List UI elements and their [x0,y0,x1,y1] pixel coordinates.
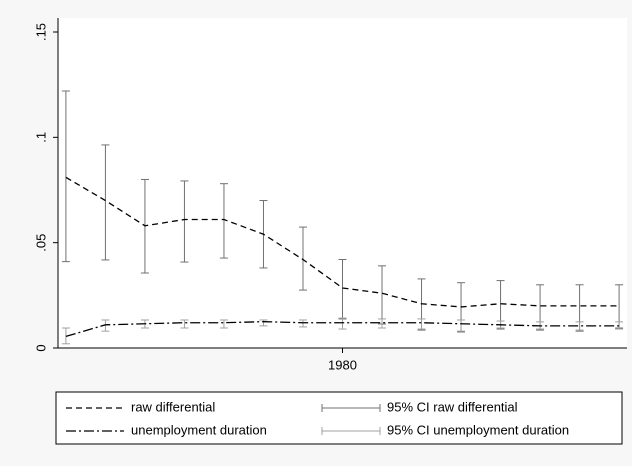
error-bar [417,318,426,330]
error-bar [457,319,466,332]
legend-box [55,391,623,445]
legend-label: 95% CI raw differential [387,399,518,414]
error-bar [338,317,347,330]
y-tick-label: .05 [33,234,48,252]
error-bar [298,226,307,291]
error-bar [259,319,268,327]
error-bar [219,319,228,329]
legend-label: raw differential [131,399,215,414]
legend-label: 95% CI unemployment duration [387,422,569,437]
y-tick-label: .1 [33,132,48,143]
error-bar [575,321,584,331]
error-bar [378,318,387,329]
error-bar [101,319,110,332]
y-tick-label: 0 [33,344,48,351]
error-bar [101,144,110,261]
series-line [65,321,620,338]
error-bar [298,319,307,328]
series-line [65,176,620,308]
error-bar [180,180,189,263]
legend-label: unemployment duration [131,422,267,437]
error-bar [219,183,228,259]
error-bar [61,90,70,263]
error-bar [180,319,189,329]
y-tick-label: .15 [33,23,48,41]
x-tick-label: 1980 [328,357,357,372]
